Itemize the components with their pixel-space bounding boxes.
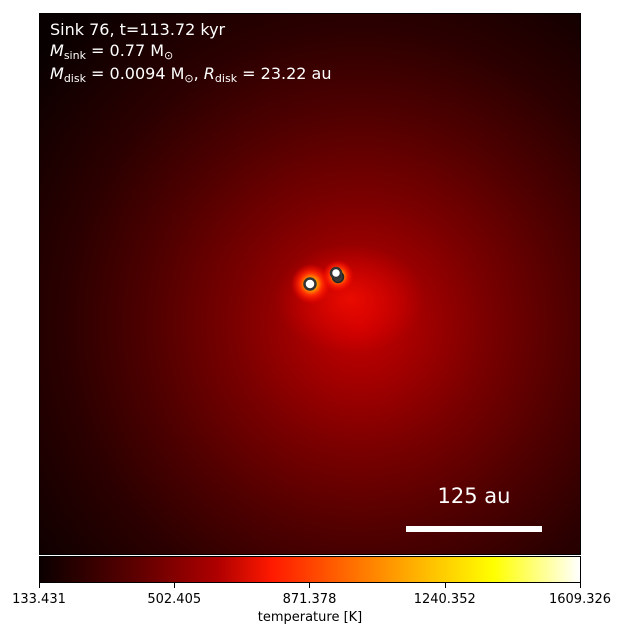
sink-marker xyxy=(329,266,343,280)
colorbar xyxy=(39,556,581,583)
disk-mass-subscript: disk xyxy=(63,72,86,85)
disk-properties: Mdisk = 0.0094 M⊙, Rdisk = 23.22 au xyxy=(50,64,331,89)
disk-radius-subscript: disk xyxy=(214,72,238,85)
sink-mass-subscript: sink xyxy=(63,49,86,62)
colorbar-tick-label: 1240.352 xyxy=(413,592,476,607)
colorbar-tick xyxy=(309,583,311,588)
colorbar-tick xyxy=(580,583,581,588)
colorbar-tick-label: 1609.326 xyxy=(548,592,612,607)
solar-symbol: ⊙ xyxy=(184,72,194,85)
sink-mass: Msink = 0.77 M⊙ xyxy=(50,41,173,66)
disk-glow xyxy=(275,244,425,354)
disk-mass-value: = 0.0094 M xyxy=(85,64,185,83)
disk-radius-value: = 23.22 au xyxy=(237,64,332,83)
disk-mass-symbol: M xyxy=(50,64,64,83)
sink-marker xyxy=(303,277,317,291)
colorbar-label: temperature [K] xyxy=(257,610,363,625)
colorbar-tick-label: 502.405 xyxy=(147,592,202,607)
colorbar-tick-label: 871.378 xyxy=(282,592,337,607)
sink-title: Sink 76, t=113.72 kyr xyxy=(50,20,226,39)
solar-symbol: ⊙ xyxy=(164,49,174,62)
colorbar-tick xyxy=(39,583,40,588)
temperature-map: Sink 76, t=113.72 kyr Msink = 0.77 M⊙ Md… xyxy=(39,13,581,555)
scale-bar xyxy=(406,526,542,532)
sink-mass-value: = 0.77 M xyxy=(85,41,165,60)
sink-mass-symbol: M xyxy=(50,41,64,60)
colorbar-tick xyxy=(444,583,446,588)
colorbar-tick xyxy=(174,583,176,588)
scale-bar-label: 125 au xyxy=(437,484,511,508)
colorbar-tick-label: 133.431 xyxy=(12,592,66,607)
separator: , xyxy=(193,64,204,83)
temperature-image xyxy=(40,14,580,554)
disk-radius-symbol: R xyxy=(203,64,215,83)
